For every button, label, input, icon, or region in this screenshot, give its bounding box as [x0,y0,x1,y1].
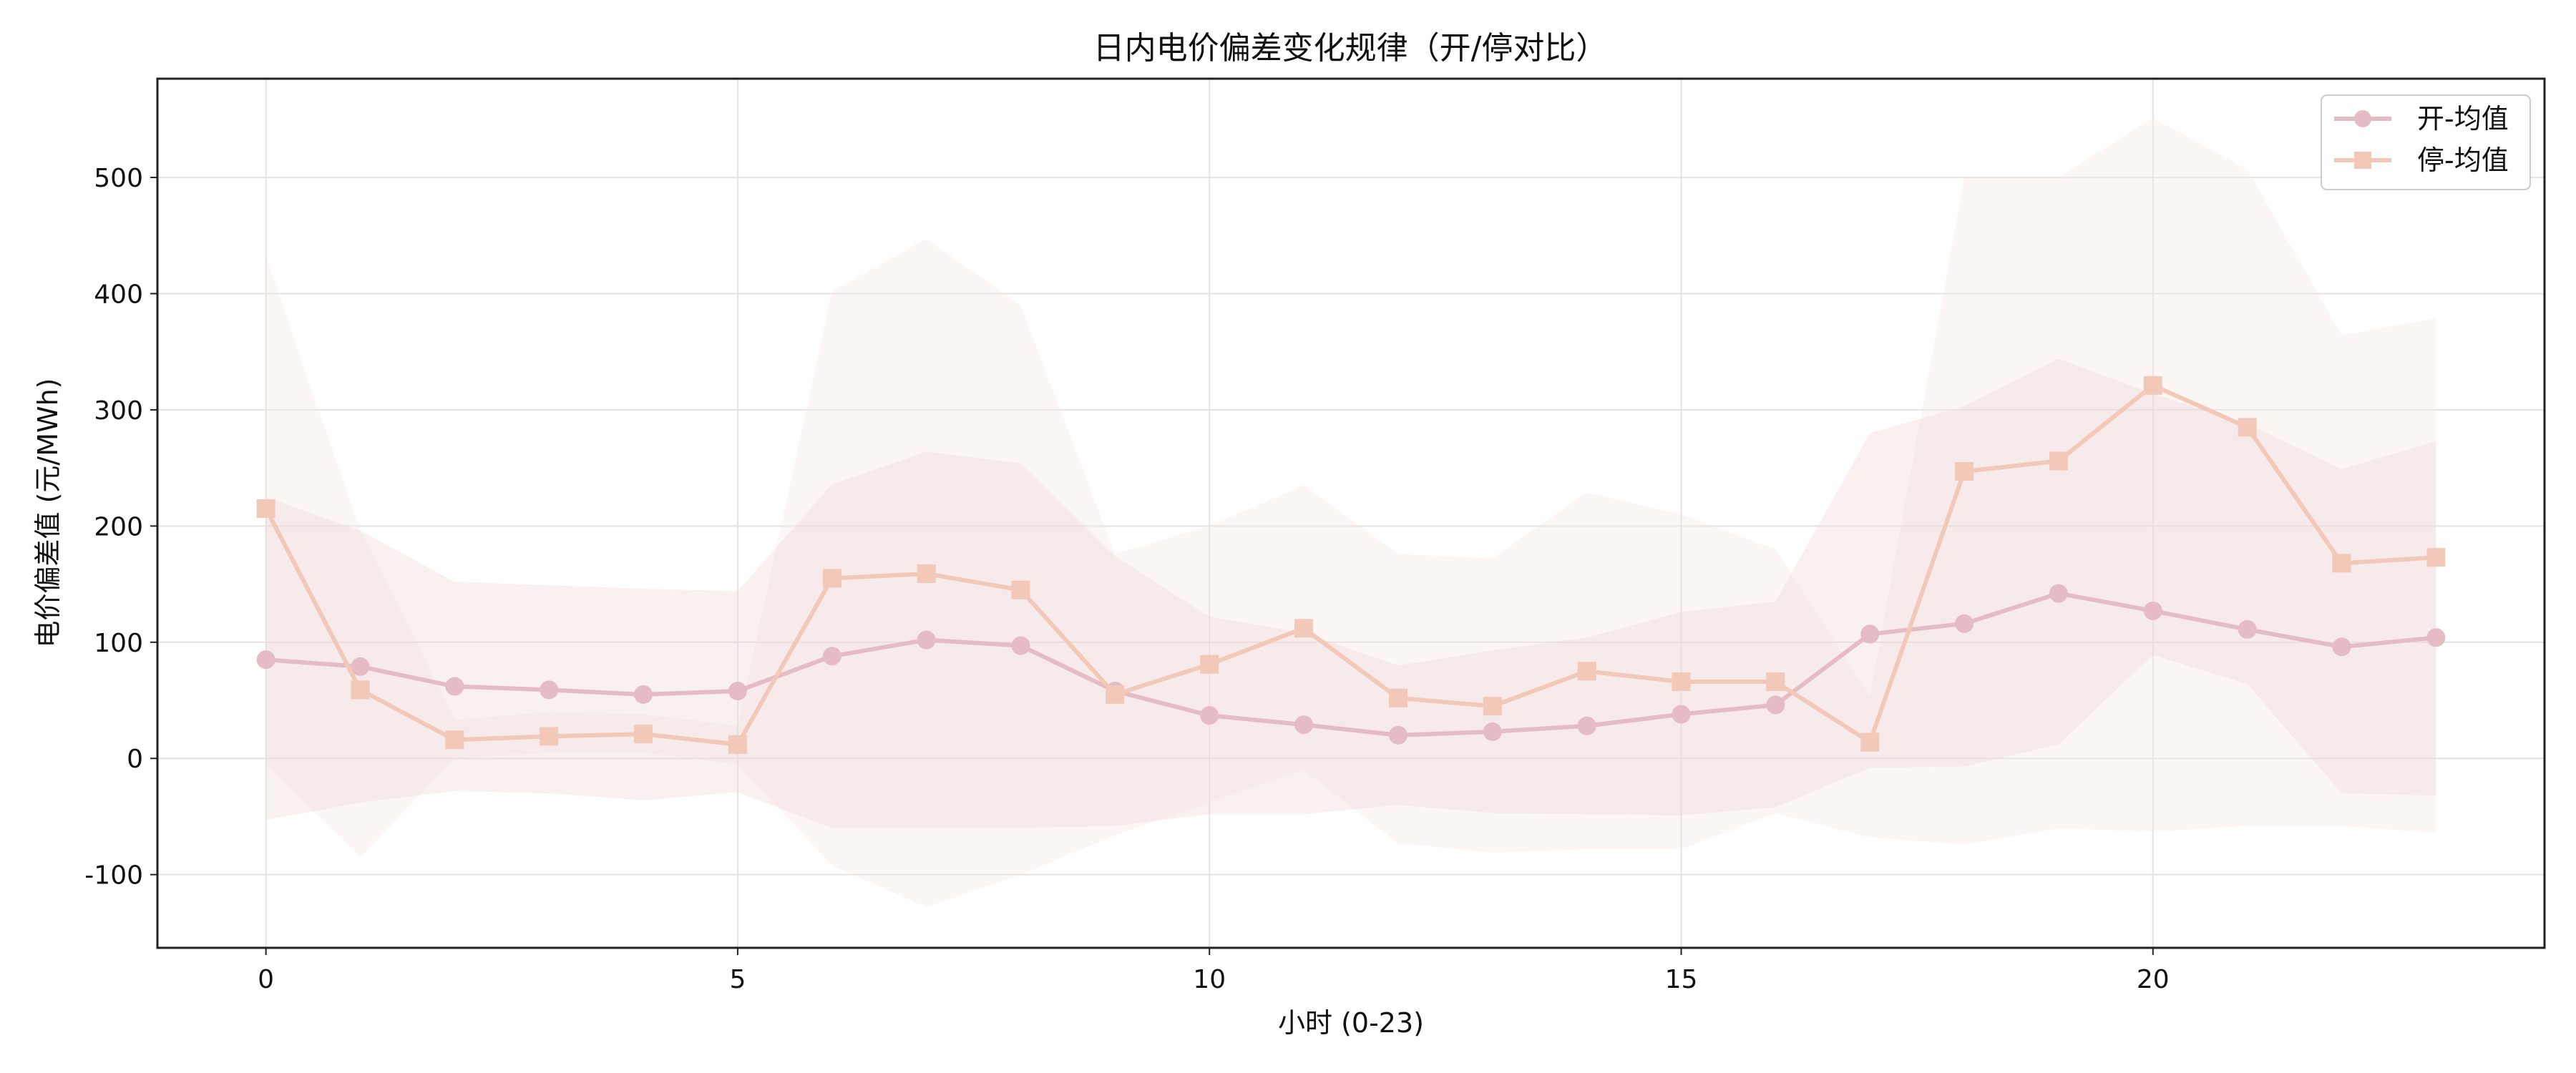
point-stop [351,680,370,700]
series-line-stop [263,383,2436,747]
point-stop [2238,418,2257,437]
legend-marker-open [2354,110,2371,127]
legend-label-stop: 停-均值 [2417,144,2509,176]
point-open [822,647,841,666]
plot-frame [156,77,2546,949]
point-open [1672,705,1691,724]
point-stop [1577,662,1596,681]
point-stop [1955,462,1974,481]
grid-layer [157,79,2545,948]
x-tick-label: 0 [258,965,274,994]
point-open [351,657,370,676]
point-stop [1106,685,1125,704]
point-open [2426,628,2446,647]
point-stop [917,564,936,583]
y-tick-label: 100 [94,629,143,658]
point-open [2143,601,2162,620]
point-stop [1766,672,1785,692]
y-tick-label: -100 [84,861,143,891]
point-open [1388,725,1407,745]
tick-layer: 0 5 10 15 20 -100 0 100 200 300 400 500 [84,164,2169,994]
point-stop [1011,580,1030,599]
point-stop [728,735,747,754]
x-tick-label: 10 [1193,965,1226,994]
point-open [1483,722,1502,741]
point-stop [2143,376,2162,395]
point-open [1294,715,1314,735]
y-tick-label: 400 [94,280,143,310]
point-stop [1860,733,1880,752]
point-stop [256,499,275,519]
point-stop [822,569,841,588]
band-layer [265,118,2436,908]
x-tick-label: 5 [729,965,746,994]
point-open [256,650,275,670]
point-open [2238,619,2257,639]
point-open [917,630,936,650]
point-open [2049,584,2068,603]
point-stop [2426,548,2446,567]
x-tick-label: 15 [1665,965,1698,994]
y-tick-label: 300 [94,396,143,426]
line-layer [256,376,2446,754]
band-stop [265,118,2436,908]
point-stop [2049,451,2068,471]
series-line-open [265,591,2436,738]
point-stop [1388,688,1407,707]
chart-title: 日内电价偏差变化规律（开/停对比） [1093,30,1608,67]
y-tick-label: 200 [94,512,143,542]
point-open [1766,695,1785,715]
y-tick-label: 500 [94,164,143,193]
point-stop [2332,554,2351,573]
point-stop [634,725,653,744]
point-open [445,677,464,696]
y-tick-label: 0 [127,745,143,774]
x-axis-label: 小时 (0-23) [1278,1007,1424,1039]
point-stop [540,727,559,746]
point-stop [1200,655,1219,674]
point-open [2332,637,2351,657]
point-open [1011,636,1030,655]
point-stop [1672,672,1691,692]
point-stop [1483,697,1502,716]
point-stop [1294,619,1314,638]
point-open [1200,706,1219,725]
point-open [540,680,559,700]
y-axis-label: 电价偏差值 (元/MWh) [32,378,64,648]
legend-label-open: 开-均值 [2417,103,2509,134]
legend: 开-均值 停-均值 [2321,94,2531,190]
point-open [1577,716,1596,735]
point-open [1955,614,1974,633]
point-open [728,682,747,701]
band-open [265,358,2436,828]
point-open [1860,624,1880,644]
x-tick-label: 20 [2137,965,2170,994]
point-stop [445,730,464,750]
point-open [634,685,653,704]
legend-marker-stop [2354,152,2371,169]
